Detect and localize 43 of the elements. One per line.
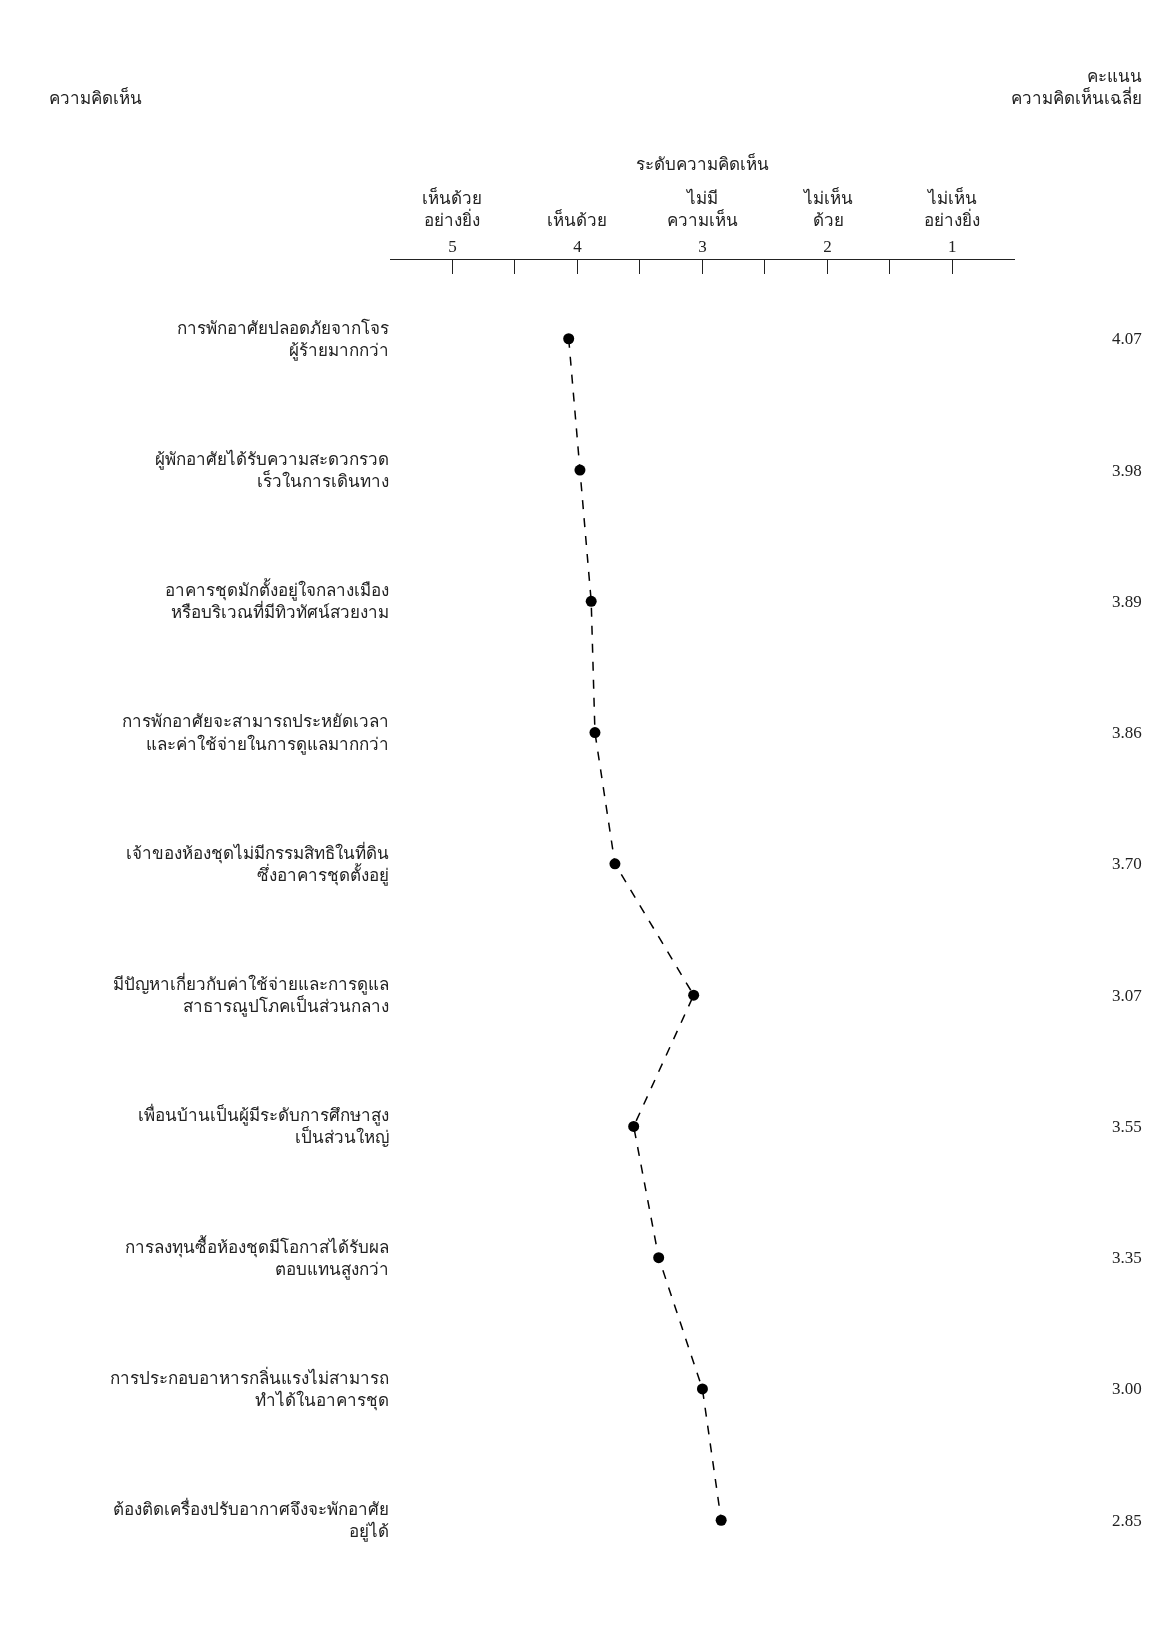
point <box>589 727 601 739</box>
x-tick-label: 2 <box>823 237 832 257</box>
point <box>653 1252 665 1264</box>
data-label: 3.55 <box>1112 1117 1142 1136</box>
x-tick-label: 4 <box>573 237 583 257</box>
data-label: 3.86 <box>1112 723 1142 742</box>
x-axis-title: ระดับความคิดเห็น <box>635 152 769 174</box>
y-tick-label: อาคารชุดมักตั้งอยู่ใจกลางเมือง หรือบริเวณที่มีทิวทัศน์สวยงาม <box>165 578 389 623</box>
y-tick-label: ผู้พักอาศัยได้รับความสะดวกรวด เร็วในการเดินทาง <box>155 448 389 492</box>
data-label: 3.89 <box>1112 592 1142 611</box>
data-label: 4.07 <box>1112 329 1143 348</box>
text: ไม่เห็น ด้วย <box>802 187 853 231</box>
point <box>688 989 700 1001</box>
point <box>628 1120 640 1132</box>
x-tick-label: 3 <box>698 237 707 257</box>
y-tick-label: การพักอาศัยจะสามารถประหยัดเวลา และค่าใช้จ่ายในการดูแลมากกว่า <box>122 712 389 755</box>
x-tick-label: 5 <box>448 237 457 257</box>
point <box>696 1383 708 1395</box>
y-tick-label: การพักอาศัยปลอดภัยจากโจร ผู้ร้ายมากกว่า <box>177 317 389 361</box>
x-tick-label: 1 <box>948 237 957 257</box>
y-tick-label: เพื่อนบ้านเป็นผู้มีระดับการศึกษาสูง เป็นส่วนใหญ่ <box>138 1103 389 1148</box>
y-tick-label: มีปัญหาเกี่ยวกับค่าใช้จ่ายและการดูแล สาธารณูปโภคเป็นส่วนกลาง <box>113 972 389 1018</box>
point <box>574 464 586 476</box>
point <box>609 858 621 870</box>
point <box>563 333 575 345</box>
text: คะแนน ความคิดเห็นเฉลี่ย <box>1011 67 1142 109</box>
data-label: 3.35 <box>1112 1248 1142 1267</box>
data-label: 3.98 <box>1112 461 1142 480</box>
text: ความคิดเห็น <box>49 87 142 108</box>
y-tick-label: เจ้าของห้องชุดไม่มีกรรมสิทธิในที่ดิน ซึ่งอาคารชุดตั้งอยู่ <box>126 840 389 886</box>
text: ไม่มี ความเห็น <box>667 188 738 231</box>
y-tick-label: การประกอบอาหารกลิ่นแรงไม่สามารถ ทำได้ในอาคารชุด <box>110 1365 389 1411</box>
data-label: 2.85 <box>1112 1511 1142 1530</box>
y-tick-label: ต้องติดเครื่องปรับอากาศจึงจะพักอาศัย อยู่ได้ <box>113 1497 389 1543</box>
point <box>585 595 597 607</box>
text: เห็นด้วย <box>547 209 607 230</box>
point <box>715 1514 727 1526</box>
data-label: 3.07 <box>1112 986 1143 1005</box>
y-tick-label: การลงทุนซื้อห้องชุดมีโอกาสได้รับผล ตอบแทนสูงกว่า <box>125 1234 389 1280</box>
text: ไม่เห็น อย่างยิ่ง <box>924 187 980 231</box>
text: เห็นด้วย อย่างยิ่ง <box>422 187 482 231</box>
data-label: 3.70 <box>1112 854 1142 873</box>
data-label: 3.00 <box>1112 1379 1142 1398</box>
